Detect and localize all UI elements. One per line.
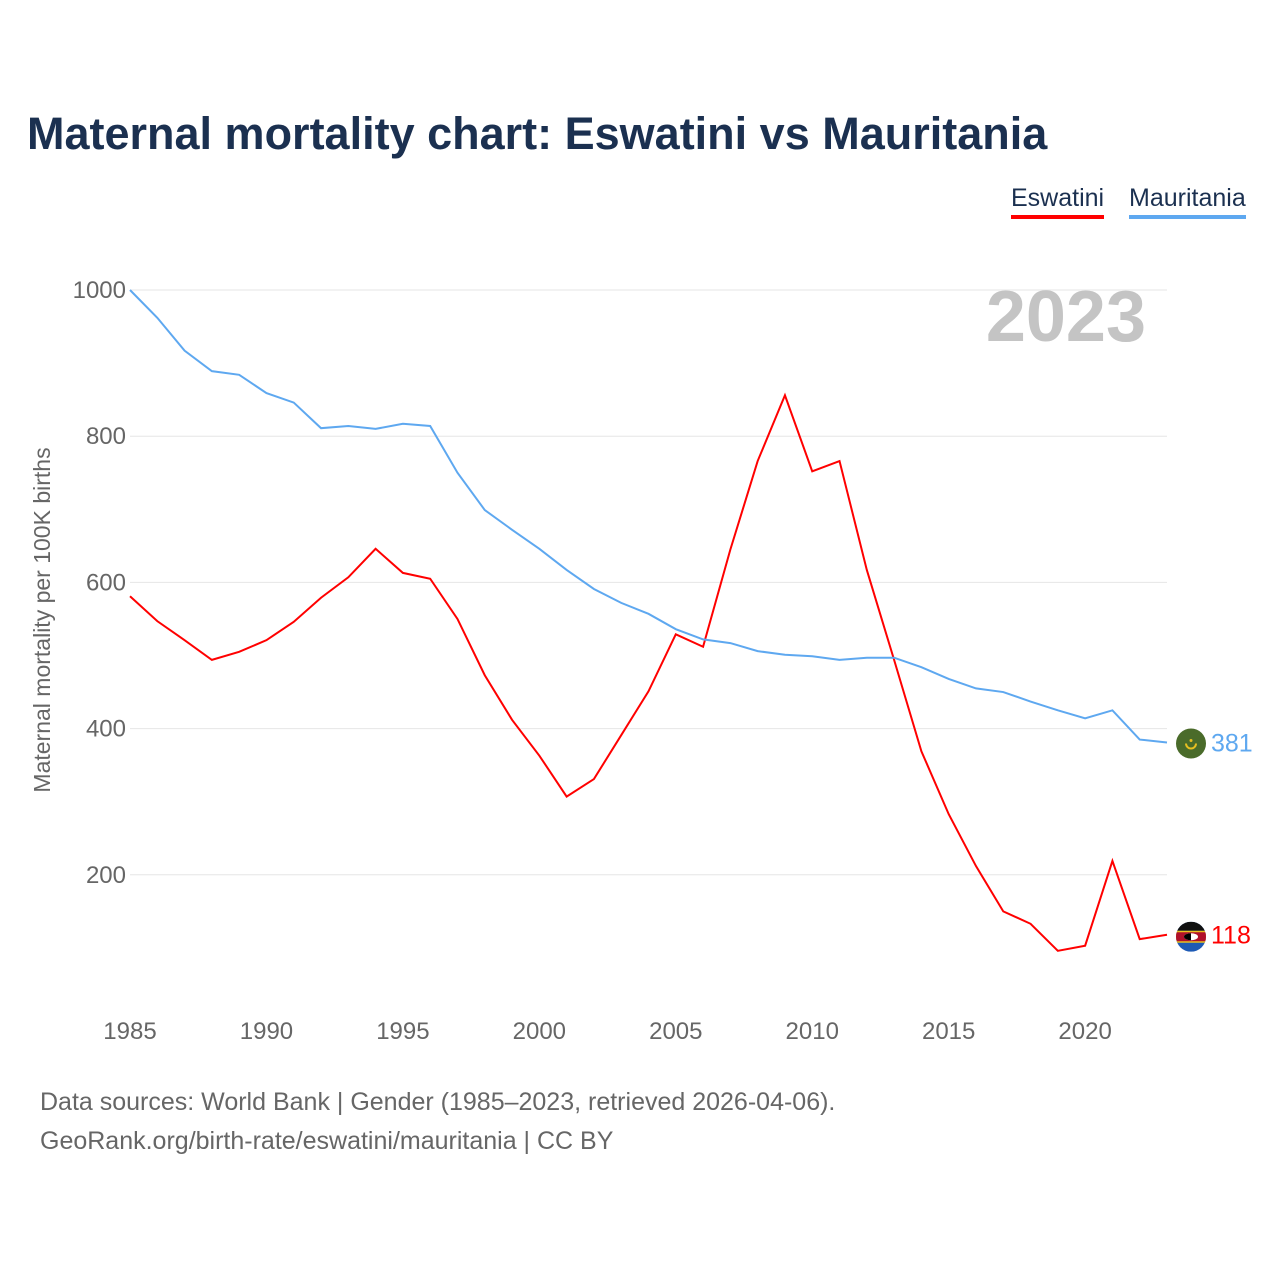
y-tick-label: 600 (86, 569, 126, 596)
chart-title: Maternal mortality chart: Eswatini vs Ma… (27, 108, 1048, 159)
data-source: Data sources: World Bank | Gender (1985–… (40, 1088, 836, 1116)
mauritania-flag-icon (1176, 728, 1206, 759)
x-tick-label: 2010 (786, 1018, 839, 1045)
series-line-eswatini (129, 392, 1168, 952)
x-tick-label: 2005 (649, 1018, 702, 1045)
y-tick-label: 400 (86, 716, 126, 743)
x-tick-label: 1985 (103, 1018, 156, 1045)
legend-mauritania[interactable]: Mauritania (1129, 184, 1246, 219)
x-tick-label: 1990 (240, 1018, 293, 1045)
y-tick-label: 800 (86, 423, 126, 450)
end-value-mauritania: 381 (1211, 729, 1253, 757)
end-value-eswatini: 118 (1211, 922, 1251, 950)
legend-eswatini[interactable]: Eswatini (1011, 184, 1105, 219)
x-tick-label: 2015 (922, 1018, 975, 1045)
y-axis-label: Maternal mortality per 100K births (29, 447, 55, 792)
y-tick-label: 200 (86, 862, 126, 889)
source-link[interactable]: GeoRank.org/birth-rate/eswatini/mauritan… (40, 1127, 614, 1155)
y-tick-label: 1000 (73, 277, 126, 304)
year-label: 2023 (986, 277, 1146, 357)
eswatini-flag-icon (1176, 921, 1206, 952)
x-tick-label: 2000 (513, 1018, 566, 1045)
series-line-mauritania (129, 289, 1168, 744)
x-tick-label: 1995 (376, 1018, 429, 1045)
x-tick-label: 2020 (1058, 1018, 1111, 1045)
